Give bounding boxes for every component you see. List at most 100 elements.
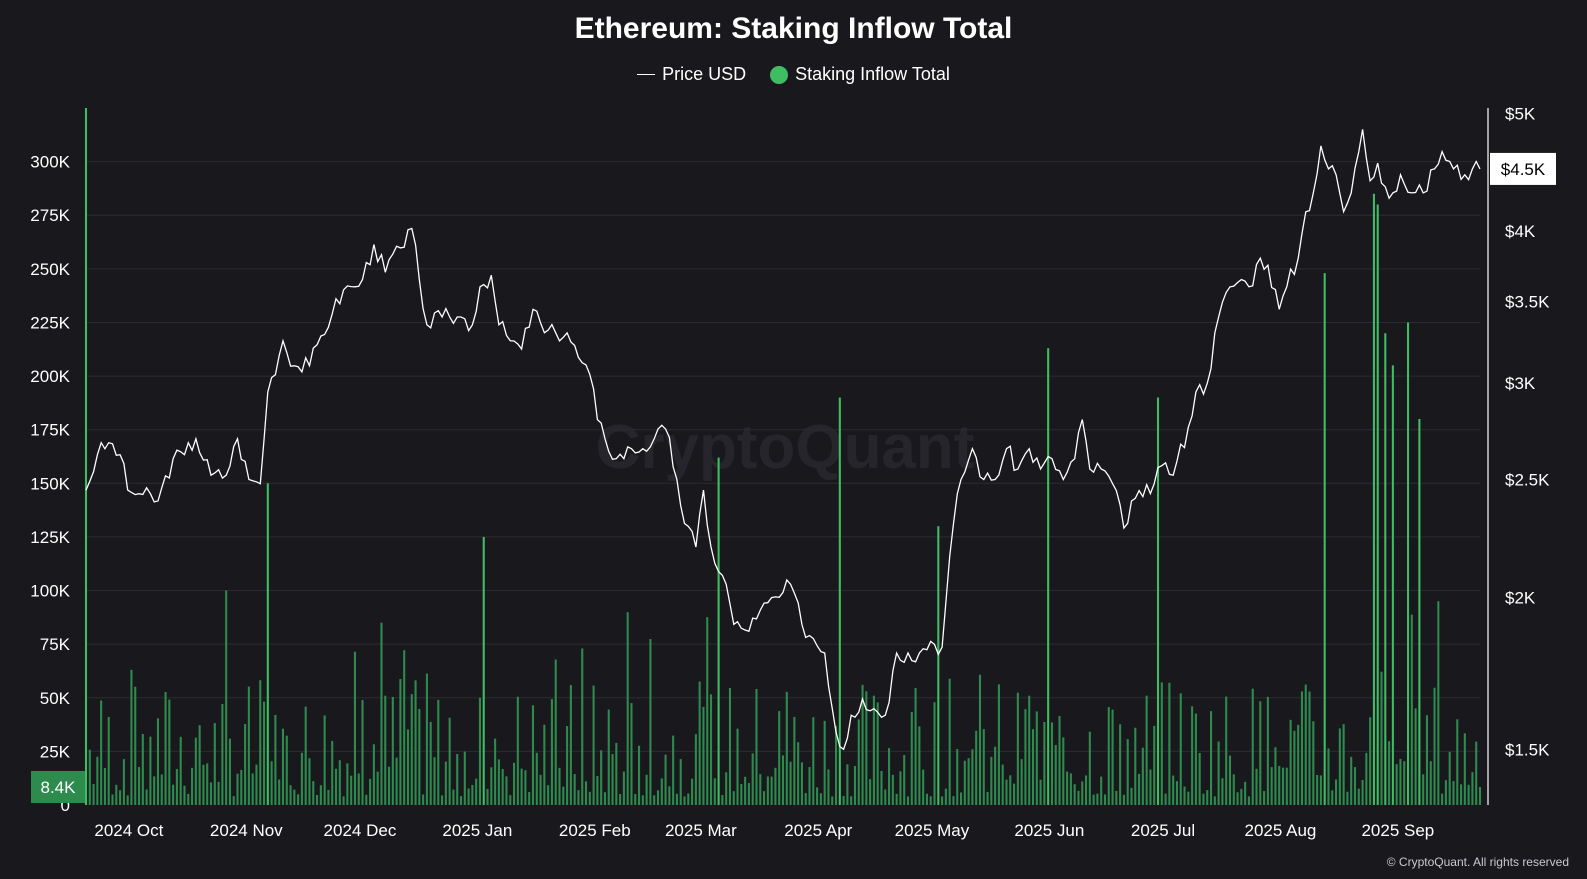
inflow-bar [622,771,625,805]
inflow-bar [857,719,860,805]
inflow-bar [1247,796,1250,805]
inflow-bar [1191,706,1194,805]
inflow-bar [713,778,716,805]
inflow-bar [800,762,803,805]
inflow-bar [562,786,565,805]
inflow-bar [429,721,432,805]
inflow-bar [1187,791,1190,805]
inflow-bar [1081,781,1084,805]
inflow-bar [672,735,675,805]
inflow-bar [191,767,194,805]
x-axis-tick-label: 2024 Oct [94,821,163,840]
inflow-bar [1270,767,1273,805]
inflow-bar [156,718,160,805]
inflow-bar [1221,778,1224,805]
inflow-bar [763,791,766,805]
inflow-bar [967,758,970,805]
inflow-bar [925,793,928,805]
inflow-bar [1009,775,1012,805]
inflow-bar [679,759,682,805]
inflow-bar [84,108,88,805]
inflow-bar [1115,790,1118,805]
inflow-bar [550,699,553,805]
inflow-bar [1001,764,1004,805]
legend-item-price[interactable]: Price USD [637,64,746,85]
legend-item-inflow[interactable]: Staking Inflow Total [770,64,950,85]
x-axis-tick-label: 2025 May [895,821,970,840]
inflow-bar [1335,779,1338,805]
inflow-bar [1251,688,1254,805]
inflow-bar [509,795,512,805]
inflow-bar [687,793,690,805]
inflow-bar [494,738,497,805]
inflow-bar [172,784,175,805]
inflow-bar [888,748,891,805]
inflow-bar [444,761,447,805]
inflow-bar [1350,756,1353,805]
left-axis-tick-label: 200K [30,367,70,386]
inflow-bar [831,796,834,805]
inflow-bar [1478,786,1482,805]
inflow-bar [168,699,171,805]
left-axis-tick-label: 150K [30,474,70,493]
inflow-bar [1168,682,1171,805]
inflow-bar [1054,745,1057,805]
inflow-bar [206,763,209,805]
inflow-bar [361,700,364,805]
inflow-bar [880,770,883,805]
inflow-bar [1327,748,1330,805]
inflow-bar [513,762,516,805]
inflow-bar [827,769,830,805]
chart-title: Ethereum: Staking Inflow Total [574,12,1013,45]
inflow-bar [1410,614,1413,805]
inflow-bar [437,699,440,805]
inflow-bar [399,679,402,805]
inflow-bar [1293,730,1296,805]
inflow-bar [505,776,508,805]
left-axis-tick-label: 125K [30,528,70,547]
inflow-bar [638,745,641,805]
inflow-bar [1100,776,1103,805]
inflow-bar [448,717,451,805]
inflow-bar [956,749,959,805]
inflow-bar [410,694,413,805]
inflow-bar [342,796,345,805]
inflow-bar [736,728,739,805]
inflow-bar [1085,775,1088,805]
right-axis-tick-label: $1.5K [1505,740,1550,759]
inflow-bar [327,789,330,805]
inflow-bar [251,773,254,805]
inflow-bar [1244,781,1247,805]
inflow-bar [1016,692,1019,805]
inflow-bar [1141,747,1144,805]
inflow-bar [834,725,838,805]
chart-legend: Price USD Staking Inflow Total [0,64,1587,85]
inflow-bar [1266,696,1269,805]
inflow-bar [869,779,872,805]
inflow-bar [823,720,826,805]
inflow-bar [403,650,406,805]
inflow-bar [1460,784,1463,805]
last-price-badge-label: $4.5K [1501,160,1546,179]
inflow-bar [1179,693,1182,805]
inflow-bar [558,767,561,805]
inflow-bar [910,711,913,805]
inflow-bar [1043,721,1046,805]
inflow-bar [789,761,792,805]
inflow-bar [1119,724,1122,805]
inflow-bar [289,785,292,805]
inflow-bar [732,791,735,805]
inflow-bar [903,755,906,805]
inflow-bar [933,702,936,805]
inflow-bar [92,784,95,805]
inflow-bar [1213,796,1216,805]
price-line [85,129,1481,751]
right-axis-tick-label: $2.5K [1505,470,1550,489]
inflow-bar [198,725,201,805]
x-axis-tick-label: 2024 Dec [324,821,397,840]
inflow-bar [770,776,773,805]
left-axis-tick-label: 100K [30,582,70,601]
inflow-bar [1369,717,1372,805]
inflow-bar [842,796,845,805]
inflow-bar [861,684,864,805]
